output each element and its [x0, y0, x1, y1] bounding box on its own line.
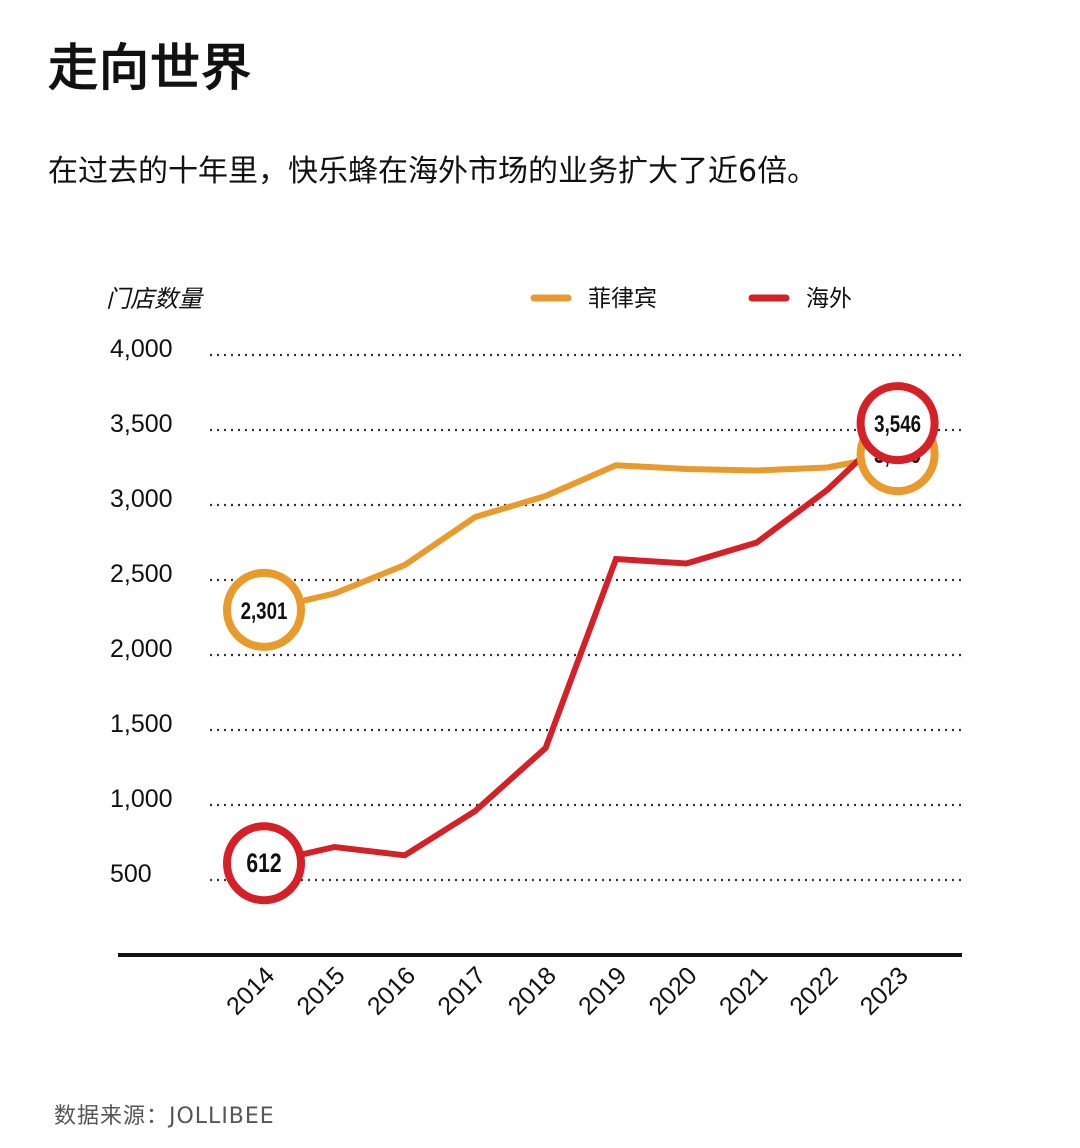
x-tick-label: 2023 [855, 961, 914, 1020]
x-tick-label: 2014 [221, 961, 280, 1020]
annotation-circle [856, 382, 939, 465]
grid [210, 353, 962, 882]
x-tick-label: 2019 [573, 961, 632, 1020]
page-subtitle: 在过去的十年里，快乐蜂在海外市场的业务扩大了近6倍。 [48, 154, 818, 189]
page-title: 走向世界 [48, 39, 252, 97]
data-source: 数据来源：JOLLIBEE [54, 1104, 275, 1129]
x-tick-label: 2021 [714, 961, 773, 1020]
y-tick-label: 3,500 [110, 410, 173, 438]
y-axis-label: 门店数量 [106, 285, 204, 313]
legend-label-philippines: 菲律宾 [588, 286, 657, 312]
x-tick-label: 2020 [644, 961, 703, 1020]
series-line-philippines [263, 451, 899, 613]
legend-label-overseas: 海外 [806, 286, 852, 312]
x-tick-label: 2022 [784, 961, 843, 1020]
y-tick-label: 3,000 [110, 485, 173, 513]
y-tick-label: 2,500 [110, 560, 173, 588]
store-count-chart: 门店数量 菲律宾 海外 500 1,000 1,500 2,000 2,500 3,000… [106, 285, 962, 1021]
annotation-overseas-2014: 612 [223, 822, 305, 905]
series-line-overseas [263, 420, 900, 867]
annotation-overseas-2023: 3,546 [856, 382, 939, 465]
y-tick-label: 1,000 [110, 785, 173, 813]
annotation-circle [223, 822, 305, 905]
series [263, 420, 900, 867]
annotation-circle [223, 568, 305, 651]
y-tick-label: 1,500 [110, 710, 173, 738]
annotation-label: 612 [246, 849, 281, 879]
legend: 菲律宾 海外 [530, 286, 852, 312]
x-tick-label: 2017 [432, 961, 491, 1020]
x-tick-label: 2018 [503, 961, 562, 1020]
annotation-label: 2,301 [241, 598, 288, 625]
annotation-label: 3,546 [874, 411, 921, 438]
x-axis-ticks: 2014 2015 2016 2017 2018 2019 2020 2021 2022 2023 [221, 961, 914, 1020]
y-tick-label: 500 [110, 860, 152, 888]
x-tick-label: 2015 [292, 961, 351, 1020]
y-tick-label: 2,000 [110, 635, 173, 663]
x-tick-label: 2016 [362, 961, 421, 1020]
annotation-philippines-2014: 2,301 [223, 568, 305, 651]
y-axis-ticks: 500 1,000 1,500 2,000 2,500 3,000 3,500 4,000 [110, 335, 173, 888]
y-tick-label: 4,000 [110, 335, 173, 363]
